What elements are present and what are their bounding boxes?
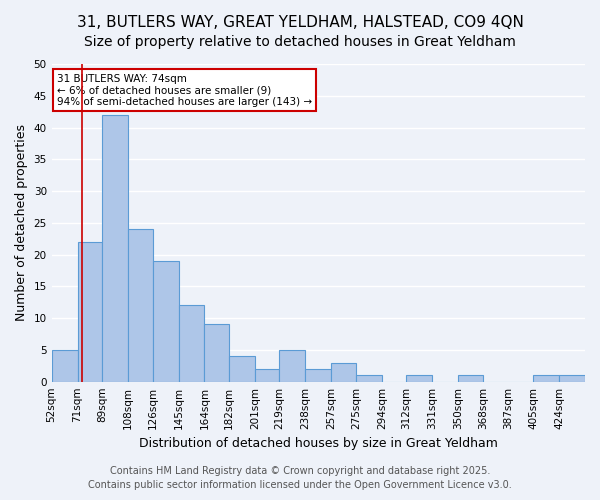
Bar — [305, 369, 331, 382]
Bar — [152, 261, 179, 382]
Bar — [179, 306, 205, 382]
Bar — [77, 242, 102, 382]
Bar — [102, 115, 128, 382]
Bar — [331, 362, 356, 382]
Bar — [533, 376, 559, 382]
Bar — [559, 376, 585, 382]
Y-axis label: Number of detached properties: Number of detached properties — [15, 124, 28, 322]
Bar — [205, 324, 229, 382]
Bar — [356, 376, 382, 382]
Text: 31, BUTLERS WAY, GREAT YELDHAM, HALSTEAD, CO9 4QN: 31, BUTLERS WAY, GREAT YELDHAM, HALSTEAD… — [77, 15, 523, 30]
Bar — [280, 350, 305, 382]
Bar — [406, 376, 432, 382]
Text: Size of property relative to detached houses in Great Yeldham: Size of property relative to detached ho… — [84, 35, 516, 49]
Bar — [52, 350, 77, 382]
Bar — [229, 356, 255, 382]
Bar — [255, 369, 280, 382]
Bar — [458, 376, 482, 382]
Text: 31 BUTLERS WAY: 74sqm
← 6% of detached houses are smaller (9)
94% of semi-detach: 31 BUTLERS WAY: 74sqm ← 6% of detached h… — [57, 74, 312, 106]
Text: Contains HM Land Registry data © Crown copyright and database right 2025.
Contai: Contains HM Land Registry data © Crown c… — [88, 466, 512, 490]
Bar — [128, 229, 152, 382]
X-axis label: Distribution of detached houses by size in Great Yeldham: Distribution of detached houses by size … — [139, 437, 498, 450]
